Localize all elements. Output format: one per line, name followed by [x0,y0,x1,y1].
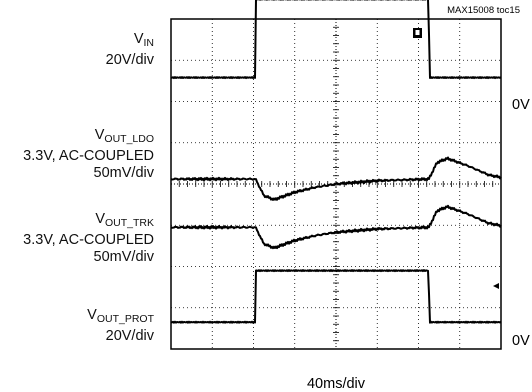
vout-ldo-name: VOUT_LDO [94,127,154,145]
vout-trk-name: VOUT_TRK [95,211,154,229]
figure-id: MAX15008 toc15 [447,5,520,16]
trace-vin [170,0,502,80]
ground-arrow [493,283,499,289]
trigger-marker [413,28,422,38]
vout-prot-label: VOUT_PROT 20V/div [87,307,154,345]
vout-trk-label: VOUT_TRK 3.3V, AC-COUPLED 50mV/div [23,211,154,266]
vin-name: VIN [133,31,154,49]
vout-ldo-scale: 50mV/div [93,165,154,181]
trace-vout-trk [170,204,502,250]
zero-volt-label-1: 0V [512,97,530,113]
x-axis-label: 40ms/div [307,376,366,392]
vout-ldo-coupling: 3.3V, AC-COUPLED [23,148,154,164]
vout-prot-name: VOUT_PROT [87,307,154,325]
vout-prot-scale: 20V/div [105,328,154,344]
trace-vout-prot [170,269,502,324]
vout-trk-coupling: 3.3V, AC-COUPLED [23,232,154,248]
vin-scale: 20V/div [105,52,154,68]
traces [170,0,502,324]
grid [170,18,502,350]
trace-vout-ldo [170,156,502,201]
vout-trk-scale: 50mV/div [93,249,154,265]
zero-volt-label-2: 0V [512,333,530,349]
vin-label: VIN 20V/div [106,31,154,69]
vout-ldo-label: VOUT_LDO 3.3V, AC-COUPLED 50mV/div [23,127,154,182]
